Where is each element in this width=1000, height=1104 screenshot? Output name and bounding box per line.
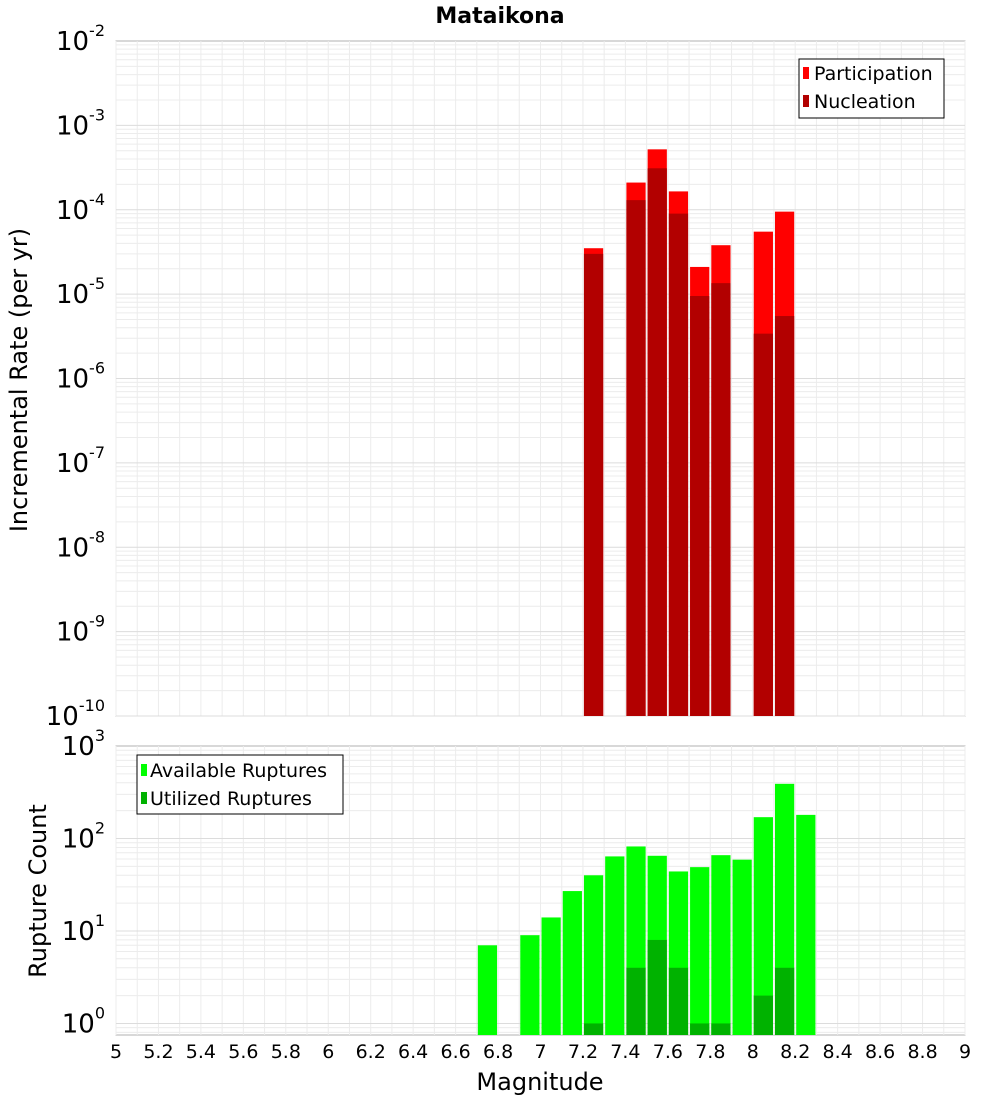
x-tick-label: 6.4 xyxy=(398,1041,428,1063)
count-bar-available-ruptures xyxy=(711,855,731,1035)
x-tick-label: 6.6 xyxy=(440,1041,470,1063)
count-bar-utilized-ruptures xyxy=(690,1023,710,1035)
rate-bar-nucleation xyxy=(647,168,667,716)
rate-bar-nucleation xyxy=(753,333,773,716)
count-bar-available-ruptures xyxy=(520,935,540,1035)
top-y-axis-label: Incremental Rate (per yr) xyxy=(5,228,33,532)
x-tick-label: 8.8 xyxy=(907,1041,937,1063)
rate-bar-nucleation xyxy=(668,213,689,717)
x-tick-label: 5.2 xyxy=(143,1041,173,1063)
rate-bar-nucleation xyxy=(774,316,795,716)
x-tick-label: 8 xyxy=(747,1041,759,1063)
legend-swatch-nucleation xyxy=(803,95,809,107)
y-tick-label: 100 xyxy=(62,1003,105,1039)
legend-swatch-utilized-ruptures xyxy=(141,792,147,804)
count-bar-available-ruptures xyxy=(562,891,582,1035)
count-bar-utilized-ruptures xyxy=(753,995,773,1035)
count-bar-available-ruptures xyxy=(796,814,816,1035)
x-tick-label: 8.6 xyxy=(865,1041,895,1063)
y-tick-label: 10-4 xyxy=(56,190,105,226)
y-tick-label: 10-2 xyxy=(56,21,105,57)
y-tick-label: 101 xyxy=(62,911,105,947)
count-bar-utilized-ruptures xyxy=(647,939,667,1035)
count-bar-available-ruptures xyxy=(477,945,498,1035)
x-tick-label: 6.2 xyxy=(356,1041,386,1063)
count-bar-available-ruptures xyxy=(690,867,710,1035)
x-tick-label: 6.8 xyxy=(483,1041,513,1063)
count-bar-utilized-ruptures xyxy=(668,967,689,1035)
y-tick-label: 10-7 xyxy=(56,443,105,479)
rate-bar-nucleation xyxy=(711,283,731,716)
count-bar-available-ruptures xyxy=(605,856,625,1035)
legend-label-utilized-ruptures: Utilized Ruptures xyxy=(150,788,312,810)
x-tick-label: 8.4 xyxy=(823,1041,853,1063)
x-tick-label: 5.6 xyxy=(228,1041,258,1063)
count-bar-utilized-ruptures xyxy=(774,967,795,1035)
top-legend: Participation Nucleation xyxy=(798,58,945,119)
legend-label-available-ruptures: Available Ruptures xyxy=(150,760,327,782)
legend-swatch-available-ruptures xyxy=(141,764,147,776)
rate-bar-nucleation xyxy=(583,253,604,716)
x-tick-label: 7.8 xyxy=(695,1041,725,1063)
x-tick-label: 7.4 xyxy=(610,1041,640,1063)
y-tick-label: 103 xyxy=(62,726,105,762)
y-tick-label: 10-3 xyxy=(56,105,105,141)
count-bar-available-ruptures xyxy=(583,875,604,1035)
count-bar-utilized-ruptures xyxy=(626,967,646,1035)
count-bar-utilized-ruptures xyxy=(711,1023,731,1035)
rate-bar-nucleation xyxy=(690,296,710,716)
x-tick-label: 7 xyxy=(534,1041,546,1063)
bottom-legend: Available Ruptures Utilized Ruptures xyxy=(136,754,344,815)
x-tick-label: 7.6 xyxy=(653,1041,683,1063)
chart-title: Mataikona xyxy=(435,4,564,29)
x-tick-label: 5.4 xyxy=(186,1041,216,1063)
y-tick-label: 10-6 xyxy=(56,359,105,395)
rate-bar-nucleation xyxy=(626,200,646,716)
legend-swatch-participation xyxy=(803,67,809,79)
y-tick-label: 10-5 xyxy=(56,274,105,310)
x-tick-label: 9 xyxy=(959,1041,971,1063)
x-tick-label: 5.8 xyxy=(271,1041,301,1063)
y-tick-label: 102 xyxy=(62,818,105,854)
x-axis-label: Magnitude xyxy=(476,1068,603,1096)
count-bar-available-ruptures xyxy=(753,817,773,1035)
y-tick-label: 10-8 xyxy=(56,527,105,563)
x-tick-label: 6 xyxy=(322,1041,334,1063)
count-bar-utilized-ruptures xyxy=(583,1023,604,1035)
bottom-y-axis-label: Rupture Count xyxy=(24,804,52,978)
x-tick-label: 7.2 xyxy=(568,1041,598,1063)
count-bar-available-ruptures xyxy=(541,917,561,1035)
count-bar-available-ruptures xyxy=(732,859,752,1035)
x-tick-label: 8.2 xyxy=(780,1041,810,1063)
legend-label-participation: Participation xyxy=(814,63,933,85)
legend-label-nucleation: Nucleation xyxy=(814,91,916,113)
y-tick-label: 10-9 xyxy=(56,612,105,648)
x-tick-label: 5 xyxy=(110,1041,122,1063)
y-tick-label: 10-10 xyxy=(46,696,105,732)
